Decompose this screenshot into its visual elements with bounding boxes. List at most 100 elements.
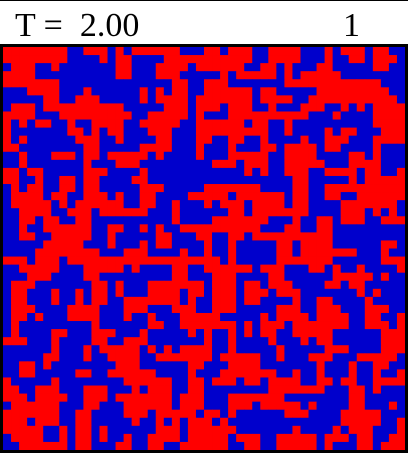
spin-down-cell [372,401,382,411]
spin-down-cell [155,369,165,378]
spin-up-cell [204,103,213,112]
spin-up-cell [324,321,334,330]
spin-down-cell [308,47,317,56]
spin-up-cell [348,87,358,96]
spin-down-cell [99,240,108,249]
spin-up-cell [308,329,317,338]
spin-down-cell [115,87,124,96]
spin-down-cell [171,175,181,185]
spin-down-cell [284,321,293,330]
spin-down-cell [131,216,141,225]
spin-up-cell [51,385,60,394]
spin-down-cell [67,417,76,427]
spin-up-cell [356,79,366,88]
spin-down-cell [3,272,12,282]
spin-lattice[interactable] [3,47,405,450]
spin-up-cell [292,159,301,169]
spin-down-cell [123,119,133,128]
spin-up-cell [131,159,141,169]
spin-up-cell [195,385,205,394]
spin-down-cell [252,55,261,64]
spin-down-cell [139,103,149,112]
spin-up-cell [83,135,92,145]
spin-up-cell [388,135,398,145]
spin-up-cell [11,143,20,153]
spin-down-cell [67,345,76,354]
spin-down-cell [348,103,358,112]
spin-up-cell [3,337,12,346]
spin-down-cell [163,304,173,314]
spin-down-cell [220,393,229,403]
spin-down-cell [139,111,149,120]
spin-down-cell [212,71,221,80]
spin-up-cell [212,103,221,112]
spin-down-cell [51,200,60,209]
spin-up-cell [91,103,100,112]
spin-up-cell [348,200,358,209]
spin-up-cell [332,304,342,314]
spin-down-cell [380,79,390,88]
spin-down-cell [3,151,12,161]
spin-up-cell [268,377,277,386]
spin-up-cell [195,95,205,104]
spin-down-cell [59,272,68,282]
spin-up-cell [300,175,309,185]
spin-down-cell [51,184,60,193]
spin-down-cell [348,71,358,80]
spin-up-cell [67,304,76,314]
spin-down-cell [99,272,108,282]
spin-up-cell [115,208,124,217]
spin-up-cell [388,119,398,128]
spin-up-cell [308,79,317,88]
spin-down-cell [348,304,358,314]
spin-down-cell [3,159,12,169]
spin-down-cell [3,200,12,209]
spin-down-cell [75,377,84,386]
spin-up-cell [340,47,350,56]
spin-down-cell [139,441,149,450]
spin-up-cell [35,208,44,217]
spin-down-cell [147,425,157,435]
spin-up-cell [348,272,358,282]
spin-down-cell [300,296,309,306]
spin-up-cell [163,280,173,290]
spin-down-cell [308,200,317,209]
spin-up-cell [332,143,342,153]
spin-down-cell [123,192,133,201]
spin-down-cell [372,232,382,241]
spin-up-cell [27,167,36,177]
spin-down-cell [284,296,293,306]
spin-down-cell [316,272,325,282]
spin-up-cell [99,296,108,306]
spin-down-cell [380,264,390,274]
spin-down-cell [212,200,221,209]
spin-up-cell [228,87,237,96]
spin-down-cell [187,135,197,145]
spin-down-cell [332,417,342,427]
spin-down-cell [115,175,124,185]
spin-down-cell [388,369,398,378]
spin-up-cell [292,200,301,209]
spin-up-cell [163,353,173,362]
spin-down-cell [292,393,301,403]
spin-down-cell [99,79,108,88]
spin-down-cell [228,79,237,88]
spin-up-cell [388,329,398,338]
spin-down-cell [67,329,76,338]
spin-down-cell [59,135,68,145]
spin-down-cell [171,167,181,177]
spin-up-cell [276,248,285,257]
spin-up-cell [292,184,301,193]
spin-down-cell [35,337,44,346]
spin-up-cell [83,95,92,104]
spin-down-cell [171,441,181,450]
spin-down-cell [244,175,253,185]
spin-up-cell [212,47,221,56]
spin-up-cell [324,192,334,201]
spin-down-cell [340,264,350,274]
spin-up-cell [43,441,52,450]
spin-up-cell [244,264,253,274]
spin-down-cell [43,111,52,120]
spin-down-cell [244,417,253,427]
spin-down-cell [195,47,205,56]
